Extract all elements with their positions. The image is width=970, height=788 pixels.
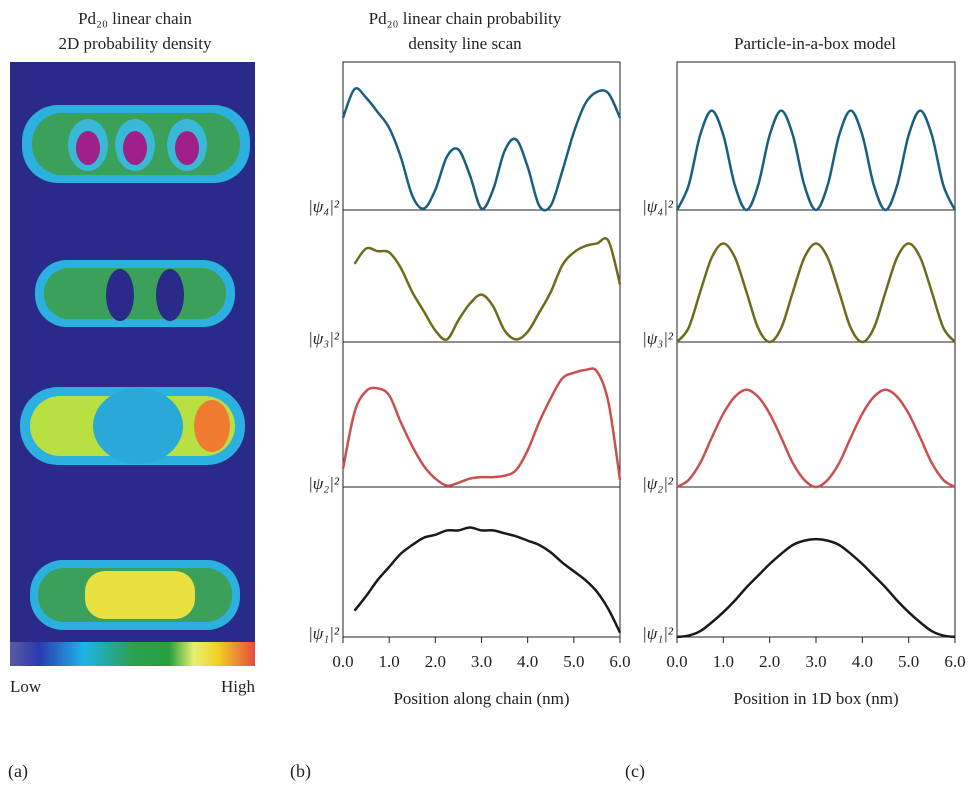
chart-title: Pd₂₀ linear chain probability	[369, 9, 562, 28]
plot-frame	[676, 61, 956, 638]
plot-frame	[342, 61, 621, 638]
panel-label: (b)	[290, 761, 311, 782]
colorbar-high: High	[221, 677, 256, 696]
panel-a-title: Pd₂₀ linear chain	[78, 9, 192, 28]
x-axis-label: Position in 1D box (nm)	[733, 689, 898, 708]
series-label: |ψ₄|²	[642, 197, 674, 216]
x-tick-label: 2.0	[759, 652, 780, 671]
series-label: |ψ₃|²	[642, 329, 674, 348]
line-series	[675, 109, 957, 212]
chart-title: Particle-in-a-box model	[734, 34, 896, 53]
x-tick-label: 5.0	[563, 652, 584, 671]
x-tick-label: 2.0	[425, 652, 446, 671]
line-series	[676, 388, 956, 489]
x-tick-label: 6.0	[609, 652, 630, 671]
x-tick-label: 6.0	[944, 652, 965, 671]
line-series	[353, 526, 622, 634]
series-label: |ψ₃|²	[308, 329, 340, 348]
x-axis-label: Position along chain (nm)	[393, 689, 569, 708]
colorbar	[10, 642, 255, 666]
line-series	[676, 537, 956, 639]
panel-label: (a)	[8, 761, 28, 782]
x-tick-label: 3.0	[805, 652, 826, 671]
colorbar-low: Low	[10, 677, 42, 696]
x-tick-label: 4.0	[852, 652, 873, 671]
series-label: |ψ₂|²	[642, 474, 674, 493]
series-label: |ψ₂|²	[308, 474, 340, 493]
x-tick-label: 3.0	[471, 652, 492, 671]
line-series	[353, 237, 622, 341]
line-series	[341, 367, 622, 487]
stm-image	[10, 62, 255, 642]
x-tick-label: 5.0	[898, 652, 919, 671]
series-label: |ψ₁|²	[308, 624, 340, 643]
x-tick-label: 1.0	[713, 652, 734, 671]
x-tick-label: 4.0	[517, 652, 538, 671]
panel-label: (c)	[625, 761, 645, 782]
line-series	[341, 87, 622, 212]
x-tick-label: 1.0	[379, 652, 400, 671]
series-label: |ψ₄|²	[308, 197, 340, 216]
chart-title: density line scan	[408, 34, 522, 53]
line-series	[676, 242, 956, 344]
series-label: |ψ₁|²	[642, 624, 674, 643]
x-tick-label: 0.0	[332, 652, 353, 671]
x-tick-label: 0.0	[666, 652, 687, 671]
panel-a-title: 2D probability density	[59, 34, 212, 53]
